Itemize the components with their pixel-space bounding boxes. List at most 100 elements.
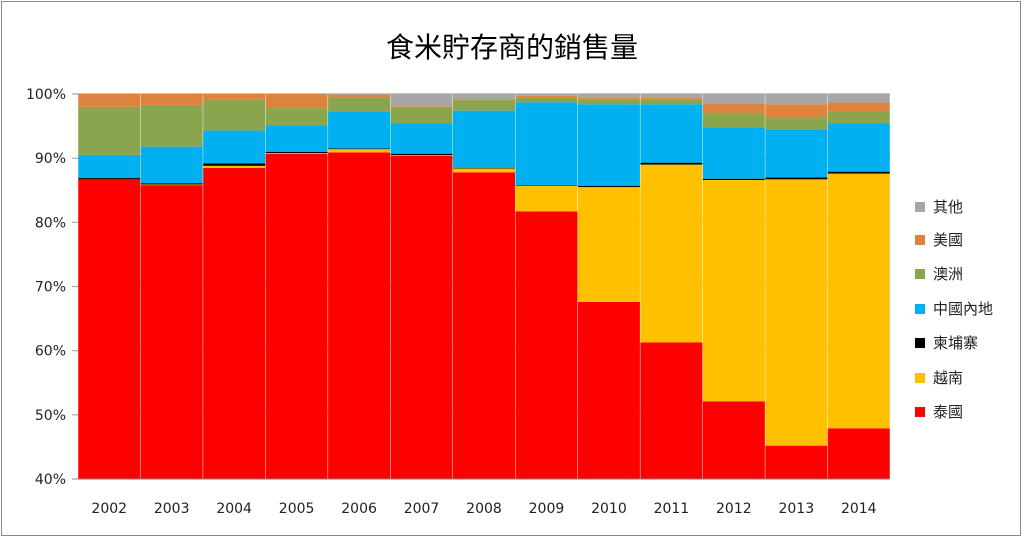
bar-segment-2003-3 bbox=[140, 146, 203, 184]
bar-segment-2007-3 bbox=[390, 123, 453, 154]
bar-segment-2010-5 bbox=[577, 97, 640, 100]
bar-segment-2012-6 bbox=[702, 94, 765, 104]
bar-segment-2008-2 bbox=[453, 167, 515, 169]
bar-segment-2007-1 bbox=[390, 154, 453, 156]
bar-segment-2013-6 bbox=[765, 94, 828, 105]
x-tick-label: 2010 bbox=[591, 501, 627, 517]
legend-swatch bbox=[915, 372, 925, 383]
bar-segment-2002-5 bbox=[78, 94, 141, 107]
bar-segment-2010-4 bbox=[577, 99, 640, 105]
bar-segment-2005-5 bbox=[265, 94, 328, 109]
chart-title: 食米貯存商的銷售量 bbox=[385, 31, 638, 64]
bar-segment-2005-3 bbox=[265, 125, 328, 152]
bar-segment-2014-3 bbox=[827, 123, 890, 172]
bar-segment-2010-1 bbox=[577, 187, 640, 302]
bar-segment-2009-0 bbox=[515, 211, 578, 480]
bar-segment-2009-2 bbox=[515, 185, 578, 186]
bar-segment-2006-0 bbox=[328, 152, 391, 479]
bar-segment-2008-6 bbox=[453, 94, 515, 100]
bar-segment-2010-2 bbox=[577, 185, 640, 188]
bar-segment-2008-4 bbox=[453, 100, 515, 111]
bar-segment-2013-0 bbox=[765, 445, 828, 479]
bar-segment-2011-1 bbox=[640, 164, 703, 343]
bar-segment-2002-4 bbox=[78, 106, 141, 155]
bar-segment-2004-0 bbox=[203, 167, 266, 479]
bar-segment-2004-4 bbox=[203, 99, 266, 131]
bar-segment-2014-4 bbox=[827, 111, 890, 124]
bar-segment-2011-6 bbox=[640, 94, 703, 98]
bar-segment-2002-0 bbox=[78, 179, 141, 479]
bar-segment-2009-5 bbox=[515, 95, 578, 98]
bar-segment-2009-3 bbox=[515, 102, 578, 186]
legend-label: 柬埔寨 bbox=[933, 334, 979, 352]
bar-segment-2011-0 bbox=[640, 342, 703, 479]
bar-segment-2012-0 bbox=[702, 401, 765, 479]
y-tick-label: 90% bbox=[35, 151, 66, 167]
bar-segment-2005-0 bbox=[265, 153, 328, 480]
legend-label: 泰國 bbox=[933, 403, 964, 421]
x-tick-label: 2013 bbox=[778, 501, 814, 517]
bar-segment-2012-5 bbox=[702, 103, 765, 114]
bar-segment-2005-1 bbox=[265, 153, 328, 154]
bar-segment-2005-4 bbox=[265, 108, 328, 126]
bar-segment-2011-4 bbox=[640, 99, 703, 105]
y-tick-label: 40% bbox=[35, 472, 66, 488]
bar-segment-2006-2 bbox=[328, 148, 391, 150]
bar-segment-2012-2 bbox=[702, 178, 765, 180]
x-tick-label: 2014 bbox=[841, 501, 877, 517]
bar-segment-2006-6 bbox=[328, 94, 391, 95]
bar-segment-2009-1 bbox=[515, 185, 578, 212]
bar-segment-2007-2 bbox=[390, 153, 453, 155]
bar-segment-2004-2 bbox=[203, 163, 266, 166]
x-tick-label: 2011 bbox=[654, 501, 690, 517]
legend-item: 中國內地 bbox=[915, 298, 993, 319]
bar-segment-2013-4 bbox=[765, 117, 828, 130]
legend-item: 泰國 bbox=[915, 401, 963, 422]
legend-swatch bbox=[915, 201, 925, 212]
x-tick-label: 2008 bbox=[466, 501, 502, 517]
bar-segment-2007-5 bbox=[390, 106, 453, 108]
bar-segment-2013-2 bbox=[765, 177, 828, 180]
legend-swatch bbox=[915, 303, 925, 314]
bar-segment-2011-3 bbox=[640, 104, 703, 163]
legend-item: 其他 bbox=[915, 196, 963, 217]
bar-segment-2005-2 bbox=[265, 151, 328, 154]
bar-segment-2013-3 bbox=[765, 129, 828, 178]
x-tick-label: 2004 bbox=[216, 501, 252, 517]
bar-segment-2010-6 bbox=[577, 94, 640, 98]
bar-segment-2002-2 bbox=[78, 178, 141, 180]
bar-segment-2014-6 bbox=[827, 94, 890, 103]
x-tick-label: 2006 bbox=[341, 501, 377, 517]
bar-segment-2006-1 bbox=[328, 149, 391, 153]
bar-segment-2014-1 bbox=[827, 173, 890, 429]
bar-segment-2007-6 bbox=[390, 94, 453, 107]
legend-item: 越南 bbox=[915, 367, 963, 388]
x-tick-label: 2012 bbox=[716, 501, 752, 517]
bar-segment-2008-0 bbox=[453, 172, 515, 480]
bar-segment-2011-2 bbox=[640, 162, 703, 165]
y-tick-label: 100% bbox=[26, 87, 66, 103]
y-tick-label: 70% bbox=[35, 280, 66, 296]
bar-segment-2013-1 bbox=[765, 179, 828, 446]
bar-segment-2014-0 bbox=[827, 428, 890, 479]
legend-label: 美國 bbox=[933, 231, 964, 249]
bar-segment-2006-3 bbox=[328, 111, 391, 149]
bar-segment-2003-4 bbox=[140, 104, 203, 147]
bar-segment-2012-1 bbox=[702, 179, 765, 402]
bar-segment-2007-0 bbox=[390, 155, 453, 479]
bar-segment-2010-0 bbox=[577, 301, 640, 479]
bar-segment-2008-3 bbox=[453, 110, 515, 168]
bar-segment-2013-5 bbox=[765, 104, 828, 118]
x-tick-label: 2009 bbox=[529, 501, 565, 517]
bar-segment-2014-5 bbox=[827, 102, 890, 112]
x-tick-label: 2007 bbox=[404, 501, 440, 517]
legend-swatch bbox=[915, 337, 925, 348]
legend-label: 中國內地 bbox=[933, 300, 994, 318]
legend-item: 美國 bbox=[915, 229, 963, 250]
bar-segment-2012-3 bbox=[702, 128, 765, 179]
bar-segment-2004-5 bbox=[203, 94, 266, 100]
bar-segment-2003-2 bbox=[140, 183, 203, 185]
bar-segment-2009-6 bbox=[515, 94, 578, 96]
